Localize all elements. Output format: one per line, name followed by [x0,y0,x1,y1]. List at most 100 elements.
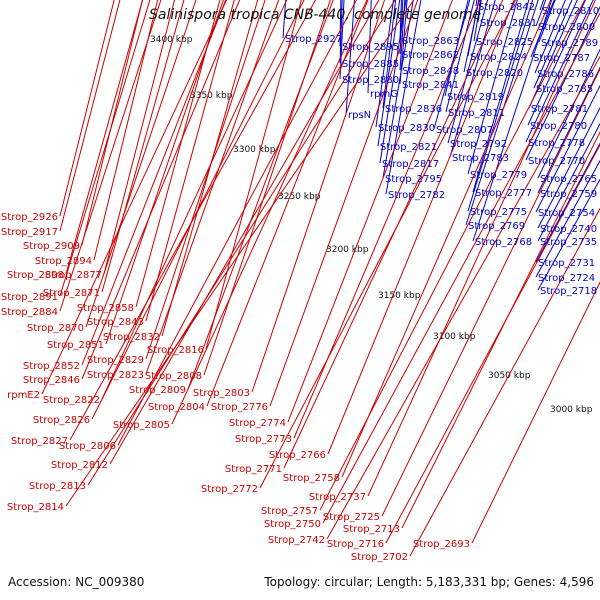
gene-label: rpmE2 [7,390,40,401]
leader-line [105,0,224,345]
gene-label: Strop_2809 [129,385,186,396]
gene-label: Strop_2785 [536,84,593,95]
gene-label: Strop_2773 [235,434,292,445]
leader-line [69,0,317,441]
gene-label: Strop_2863 [402,36,459,47]
gene-label: Strop_2693 [413,539,470,550]
kbp-tick-label: 3200 kbp [326,245,369,255]
leader-line [171,0,368,425]
gene-label: Strop_2731 [538,258,595,269]
gene-label: Strop_2812 [51,460,108,471]
leader-line [81,0,227,366]
leader-line [287,0,453,423]
leader-line [322,12,600,524]
leader-line [327,0,515,455]
kbp-tick-label: 3100 kbp [433,332,476,342]
gene-label: Strop_2811 [448,108,505,119]
leader-line [381,67,600,517]
gene-label: Strop_2713 [343,524,400,535]
gene-label: Strop_2783 [452,153,509,164]
gene-label: Strop_2737 [309,492,366,503]
topology-summary: Topology: circular; Length: 5,183,331 bp… [264,575,594,589]
kbp-ticks: 3400 kbp 3350 kbp 3300 kbp 3250 kbp 3200 kbp… [150,35,593,415]
leader-line [103,0,176,275]
leader-line [471,281,600,544]
map-title: Salinispora tropica CNB-440, complete ge… [149,7,482,23]
gene-label: Strop_2831 [480,18,537,29]
gene-label: Strop_2776 [211,402,268,413]
gene-label: Strop_2758 [283,473,340,484]
gene-label: Strop_2792 [450,139,507,150]
leader-line [101,0,288,400]
leader-line [385,143,600,544]
gene-label: Strop_2877 [45,270,102,281]
leader-line [59,0,162,312]
gene-label: Strop_2807 [436,125,493,136]
kbp-tick-label: 3300 kbp [233,145,276,155]
gene-label: Strop_2718 [540,286,597,297]
gene-label: Strop_2823 [87,370,144,381]
leader-line [81,0,241,380]
gene-label: Strop_2740 [540,224,597,235]
kbp-tick-label: 3400 kbp [150,35,193,45]
leader-line [203,0,331,376]
gene-label: Strop_2716 [327,539,384,550]
gene-label: Strop_2816 [147,345,204,356]
leader-line [269,0,419,407]
gene-label: Strop_2851 [47,340,104,351]
gene-label: Strop_2917 [1,227,58,238]
gene-label: Strop_2927 [285,34,342,45]
leader-line [145,0,235,322]
leader-line [65,0,415,507]
leader-line [293,0,481,439]
gene-label: Strop_2843 [87,317,144,328]
gene-label: Strop_2848 [402,66,459,77]
leader-line [467,0,534,212]
leader-line [59,0,115,217]
gene-label: rpsN [348,110,371,121]
gene-label: Strop_2826 [33,415,90,426]
gene-label: Strop_2775 [470,207,527,218]
leader-line [409,207,600,557]
gene-label: Strop_2766 [269,450,326,461]
leader-line [109,0,380,465]
leader-line [326,55,600,540]
gene-label: Strop_2820 [466,68,523,79]
gene-label: Strop_2841 [402,80,459,91]
gene-label: Strop_2846 [23,375,80,386]
leader-line [251,0,386,393]
gene-label: Strop_2880 [342,75,399,86]
leader-line [81,0,143,246]
gene-label: Strop_2782 [388,190,445,201]
gene-label: Strop_2832 [103,332,160,343]
gene-label: Strop_2829 [87,355,144,366]
gene-label: Strop_2830 [378,123,435,134]
kbp-tick-label: 3150 kbp [378,291,421,301]
gene-label: Strop_2827 [11,436,68,447]
gene-label: Strop_2786 [537,69,594,80]
gene-label: Strop_2725 [323,512,380,523]
gene-label: Strop_2772 [201,484,258,495]
accession-text: Accession: NC_009380 [8,575,145,589]
leader-line [259,0,517,489]
gene-label: Strop_2768 [475,237,532,248]
gene-label: Strop_2871 [43,288,100,299]
gene-label: Strop_2754 [538,208,595,219]
kbp-tick-label: 3250 kbp [278,192,321,202]
leader-line [283,0,504,469]
label-leader-lines [41,0,600,557]
leader-line [319,0,586,511]
gene-label: Strop_2724 [538,273,595,284]
gene-label: Strop_2895 [342,42,399,53]
gene-label: Strop_2750 [264,519,321,530]
leader-line [206,0,369,407]
gene-label: Strop_2825 [476,37,533,48]
gene-label: Strop_2821 [380,142,437,153]
gene-label: Strop_2884 [1,307,58,318]
gene-label: Strop_2774 [229,418,286,429]
gene-label: Strop_2909 [23,241,80,252]
gene-label: Strop_2814 [7,502,64,513]
leader-line [135,0,221,308]
